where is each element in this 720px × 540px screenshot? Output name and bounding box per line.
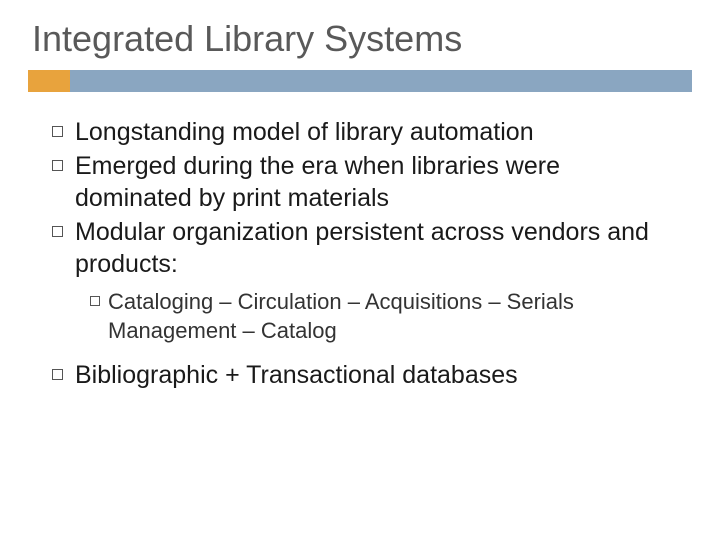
bullet-item: Longstanding model of library automation: [52, 116, 682, 148]
sub-bullet-text: Cataloging – Circulation – Acquisitions …: [108, 288, 682, 345]
sub-bullet-item: Cataloging – Circulation – Acquisitions …: [90, 288, 682, 345]
main-bar: [70, 70, 692, 92]
divider-bar: [28, 70, 692, 92]
bullet-text: Bibliographic + Transactional databases: [75, 359, 518, 391]
slide-container: Integrated Library Systems Longstanding …: [0, 0, 720, 540]
accent-bar: [28, 70, 70, 92]
bullet-text: Modular organization persistent across v…: [75, 216, 682, 280]
square-bullet-icon: [52, 160, 63, 171]
square-bullet-icon: [52, 226, 63, 237]
bullet-item: Bibliographic + Transactional databases: [52, 359, 682, 391]
bullet-text: Longstanding model of library automation: [75, 116, 534, 148]
sub-bullet-list: Cataloging – Circulation – Acquisitions …: [52, 288, 682, 345]
bullet-item: Modular organization persistent across v…: [52, 216, 682, 280]
slide-title: Integrated Library Systems: [28, 18, 692, 60]
bullet-text: Emerged during the era when libraries we…: [75, 150, 682, 214]
square-bullet-icon: [90, 296, 100, 306]
square-bullet-icon: [52, 369, 63, 380]
square-bullet-icon: [52, 126, 63, 137]
bullet-item: Emerged during the era when libraries we…: [52, 150, 682, 214]
content-area: Longstanding model of library automation…: [28, 116, 692, 391]
